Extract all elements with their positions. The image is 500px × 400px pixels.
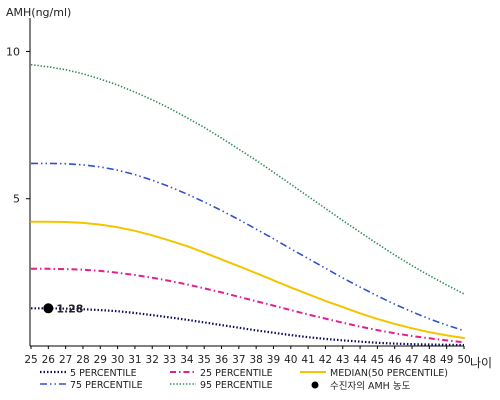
x-tick-label: 49 <box>440 354 453 366</box>
x-tick-label: 26 <box>42 354 56 366</box>
legend-label: 75 PERCENTILE <box>70 380 143 391</box>
axes: 5 10 25 26 27 28 29 30 31 32 33 34 35 36 37 38 39 40 41 42 4… <box>6 18 471 366</box>
y-axis-label: AMH(ng/ml) <box>6 6 71 19</box>
legend-label: 95 PERCENTILE <box>200 380 273 391</box>
x-tick-label: 38 <box>249 354 262 366</box>
patient-amh-marker <box>43 303 54 314</box>
legend: 5 PERCENTILE 25 PERCENTILE MEDIAN(50 PERCE… <box>40 368 448 392</box>
x-tick-label: 43 <box>336 354 349 366</box>
x-axis-label: 나이 <box>470 356 492 370</box>
x-tick-label: 30 <box>111 354 124 366</box>
x-tick-label: 33 <box>163 354 176 366</box>
x-tick-label: 35 <box>198 354 211 366</box>
x-tick-label: 41 <box>301 354 314 366</box>
x-tick-label: 32 <box>146 354 159 366</box>
x-tick-label: 50 <box>457 354 470 366</box>
series-layer <box>30 63 465 347</box>
x-tick-label: 29 <box>94 354 107 366</box>
x-tick-label: 45 <box>371 354 384 366</box>
x-tick-label: 40 <box>284 354 297 366</box>
y-tick-label: 5 <box>13 193 20 206</box>
marker-layer: 1.28 <box>43 302 83 315</box>
series-line-5-percentile <box>31 307 465 347</box>
x-tick-label: 28 <box>76 354 89 366</box>
series-line-25-percentile <box>31 267 465 344</box>
legend-label: MEDIAN(50 PERCENTILE) <box>330 368 448 379</box>
legend-marker-label: 수진자의 AMH 농도 <box>330 381 411 392</box>
x-tick-label: 34 <box>180 354 194 366</box>
series-line-75-percentile <box>31 162 465 332</box>
x-tick-label: 27 <box>59 354 72 366</box>
x-tick-label: 48 <box>423 354 436 366</box>
x-tick-label: 42 <box>319 354 332 366</box>
x-tick-label: 47 <box>405 354 418 366</box>
legend-label: 5 PERCENTILE <box>70 368 137 379</box>
series-line-median-50-percentile <box>30 220 465 339</box>
x-tick-label: 46 <box>388 354 402 366</box>
series-line-95-percentile <box>30 63 465 295</box>
legend-marker-swatch <box>311 381 319 389</box>
legend-label: 25 PERCENTILE <box>200 368 273 379</box>
x-tick-label: 25 <box>24 354 37 366</box>
y-tick-label: 10 <box>6 45 20 58</box>
x-tick-label: 37 <box>232 354 245 366</box>
x-tick-label: 36 <box>215 354 229 366</box>
x-tick-label: 44 <box>353 354 367 366</box>
x-tick-label: 31 <box>128 354 141 366</box>
patient-amh-label: 1.28 <box>56 302 83 315</box>
x-tick-label: 39 <box>267 354 280 366</box>
